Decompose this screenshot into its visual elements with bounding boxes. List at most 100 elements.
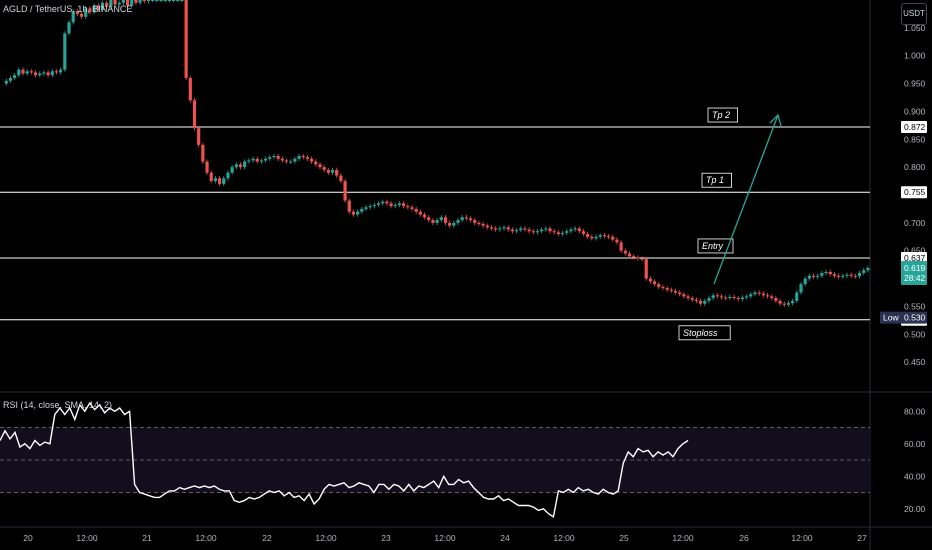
arrow-shaft: [713, 114, 779, 285]
candle-body: [259, 160, 264, 162]
rsi-tick-label: 60.00: [904, 439, 926, 449]
candle-body: [205, 161, 209, 173]
candle-body: [71, 11, 75, 23]
price-tick-label: 0.700: [904, 218, 926, 228]
time-tick-label: 12:00: [315, 533, 337, 543]
candle-body: [238, 164, 243, 168]
symbol-legend: AGLD / TetherUS, 1h, BINANCE: [3, 4, 133, 14]
candle-body: [113, 0, 117, 5]
price-axis[interactable]: 1.0501.0000.9500.9000.8500.8000.7500.700…: [880, 23, 927, 514]
candle-body: [125, 0, 130, 6]
rsi-pane: [0, 401, 870, 519]
candle-body: [573, 228, 577, 230]
candle-body: [33, 72, 38, 76]
candle-body: [422, 214, 427, 218]
candle-body: [226, 172, 230, 179]
level-lines: Tp 2 Tp 1 Entry Stoploss: [0, 107, 870, 341]
rsi-tick-label: 20.00: [904, 504, 926, 514]
current-price-text: 0.619: [904, 263, 926, 273]
low-tag: [880, 311, 927, 324]
candle-body: [276, 156, 280, 159]
price-tick-label: 0.500: [904, 329, 926, 339]
candle-body: [67, 22, 71, 34]
rsi-legend: RSI (14, close, SMA, 14, 2): [3, 400, 113, 410]
current-price-tag: [901, 260, 927, 285]
level-label-box: [697, 238, 734, 254]
candle-body: [159, 0, 163, 1]
candle-body: [598, 235, 602, 237]
candle-body: [648, 278, 652, 282]
time-tick-label: 12:00: [553, 533, 575, 543]
candle-body: [460, 217, 464, 221]
candle-body: [473, 220, 477, 223]
candle-body: [853, 275, 857, 277]
time-axis[interactable]: 20 12:00 21 12:00 22 12:00 23 12:00 24 12:00 25 12:…: [23, 533, 867, 543]
candle-body: [138, 0, 142, 3]
candle-body: [264, 158, 268, 161]
candle-body: [811, 275, 816, 277]
candle-body: [799, 284, 803, 293]
candle-body: [255, 158, 259, 162]
candle-body: [389, 203, 393, 207]
candlestick-series: [4, 0, 870, 307]
candle-body: [84, 8, 88, 17]
candle-body: [736, 298, 740, 300]
candle-body: [155, 0, 159, 1]
candle-body: [849, 274, 853, 276]
candle-body: [289, 161, 293, 163]
candle-body: [740, 297, 745, 300]
candle-body: [619, 242, 623, 251]
candle-body: [782, 303, 786, 305]
candle-body: [180, 0, 184, 1]
candle-body: [376, 203, 381, 206]
candle-body: [280, 158, 284, 161]
candle-body: [197, 128, 201, 145]
candle-body: [431, 220, 435, 223]
candle-body: [134, 0, 138, 3]
candle-body: [552, 231, 556, 233]
candle-body: [368, 206, 372, 208]
candle-body: [632, 256, 636, 258]
candle-body: [795, 292, 799, 301]
level-label: Stoploss: [683, 328, 718, 338]
candle-body: [682, 294, 686, 297]
candle-body: [448, 222, 452, 226]
candle-body: [251, 158, 255, 161]
level-price-tag: [901, 251, 927, 264]
candle-body: [690, 298, 694, 300]
candle-body: [188, 78, 192, 101]
candle-body: [745, 296, 749, 298]
currency-button[interactable]: USDT: [901, 3, 927, 25]
candle-body: [130, 0, 134, 6]
candle-body: [732, 296, 736, 299]
candle-body: [828, 271, 832, 275]
candle-body: [176, 0, 180, 1]
candle-body: [711, 295, 715, 299]
candle-body: [791, 300, 795, 304]
candle-body: [816, 275, 820, 277]
candle-body: [46, 72, 50, 76]
candle-body: [335, 169, 339, 176]
candle-body: [414, 208, 418, 212]
candle-body: [841, 275, 845, 277]
time-tick-label: 12:00: [76, 533, 98, 543]
candle-body: [100, 2, 105, 11]
candle-body: [79, 13, 84, 17]
candle-body: [786, 303, 791, 305]
candle-body: [142, 0, 146, 2]
time-tick-label: 21: [142, 533, 152, 543]
price-tick-label: 1.050: [904, 23, 926, 33]
candle-body: [502, 227, 506, 229]
candle-body: [661, 286, 665, 289]
candle-body: [121, 0, 125, 3]
candle-body: [770, 296, 774, 299]
candle-body: [715, 295, 719, 297]
candle-body: [523, 228, 527, 230]
time-tick-label: 12:00: [791, 533, 813, 543]
rsi-tick-label: 80.00: [904, 406, 926, 416]
candle-body: [535, 231, 540, 233]
candle-body: [42, 72, 46, 74]
candle-body: [548, 228, 552, 232]
candle-body: [347, 200, 351, 212]
candle-body: [218, 178, 222, 184]
